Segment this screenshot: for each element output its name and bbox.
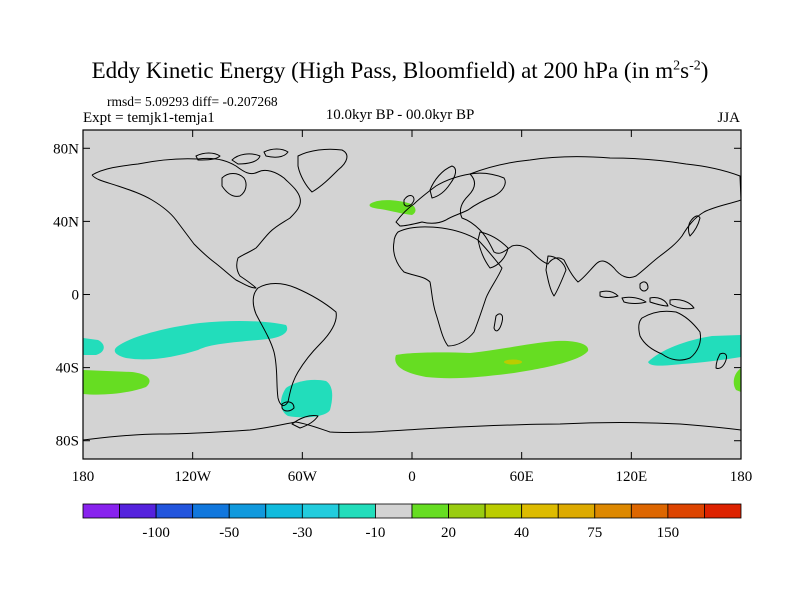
coastlines xyxy=(83,148,741,441)
colorbar-swatch xyxy=(667,503,705,519)
x-tick-label: 120E xyxy=(615,469,647,485)
season-label: JJA xyxy=(717,110,740,126)
colorbar-label: -100 xyxy=(142,525,170,541)
coastline-australia xyxy=(638,310,701,361)
colorbar-label: 150 xyxy=(657,525,680,541)
colorbar-swatch xyxy=(411,503,449,519)
colorbar-swatch xyxy=(448,503,486,519)
coastline-north-america xyxy=(91,157,301,289)
coastline-africa xyxy=(393,226,503,347)
y-tick-label: 40S xyxy=(56,361,79,377)
coastline-asia xyxy=(459,156,741,283)
colorbar-label: -10 xyxy=(365,525,385,541)
x-tick-label: 120W xyxy=(174,469,212,485)
colorbar-swatch xyxy=(192,503,230,519)
coastline-british-isles xyxy=(403,195,415,207)
x-tick-label: 180 xyxy=(730,469,753,485)
x-tick-label: 60E xyxy=(510,469,534,485)
y-axis: 80N 40N 0 40S 80S xyxy=(53,141,741,450)
colorbar-label: -30 xyxy=(292,525,312,541)
rmsd-diff-stats: rmsd= 5.09293 diff= -0.207268 xyxy=(107,94,278,109)
coastline-japan xyxy=(688,215,701,237)
coastline-india xyxy=(545,255,567,297)
y-tick-label: 0 xyxy=(72,288,80,304)
x-tick-label: 180 xyxy=(72,469,95,485)
colorbar-swatch xyxy=(265,503,303,519)
colorbar-swatch xyxy=(630,503,669,519)
colorbar-swatch xyxy=(119,503,157,519)
colorbar-swatch xyxy=(228,503,267,519)
coastline-madagascar xyxy=(493,313,503,332)
plot-title: Eddy Kinetic Energy (High Pass, Bloomfie… xyxy=(91,58,709,83)
colorbar-swatch xyxy=(557,503,596,519)
region-south-indian-ocean-max xyxy=(504,359,522,365)
region-far-pacific-positive xyxy=(733,368,741,392)
x-tick-label: 60W xyxy=(288,469,318,485)
colorbar-swatch xyxy=(594,503,632,519)
y-tick-label: 80S xyxy=(56,434,79,450)
colorbar-label: -50 xyxy=(219,525,239,541)
colorbar-label: 75 xyxy=(587,525,602,541)
colorbar-label: 40 xyxy=(514,525,529,541)
colorbar-swatch xyxy=(301,503,340,519)
colorbar-swatch xyxy=(484,503,523,519)
x-axis: 180 120W 60W 0 60E 120E 180 xyxy=(72,130,753,485)
region-south-indian-ocean-positive xyxy=(395,340,589,379)
period-label: 10.0kyr BP - 00.0kyr BP xyxy=(325,107,475,123)
coastline-hudson-bay xyxy=(221,173,247,197)
colorbar: -100 -50 -30 -10 20 40 75 150 xyxy=(82,503,742,541)
colorbar-swatch xyxy=(155,503,194,519)
experiment-label: Expt = temjk1-temja1 xyxy=(83,110,215,126)
coastline-arabia xyxy=(477,231,509,269)
region-south-pacific-negative-band xyxy=(114,320,288,360)
coastline-south-america xyxy=(252,283,337,406)
coastline-southeast-asia-islands xyxy=(599,281,695,310)
colorbar-swatch xyxy=(521,503,559,519)
coastline-arctic-islands xyxy=(195,148,289,165)
region-southwest-pacific-negative-edge xyxy=(83,338,104,355)
coastline-tierra-del-fuego xyxy=(281,401,295,412)
colorbar-swatch xyxy=(338,503,376,519)
y-tick-label: 80N xyxy=(53,141,79,157)
colorbar-label: 20 xyxy=(441,525,456,541)
coastline-new-zealand xyxy=(715,352,727,369)
x-tick-label: 0 xyxy=(408,469,416,485)
coastline-europe xyxy=(395,172,506,227)
coastline-greenland xyxy=(297,148,348,193)
map-background xyxy=(83,130,741,459)
coastline-scandinavia xyxy=(429,165,457,199)
colorbar-swatch xyxy=(82,503,120,519)
coastline-antarctic-peninsula xyxy=(291,415,319,429)
coastline-antarctica xyxy=(83,421,741,441)
y-tick-label: 40N xyxy=(53,214,79,230)
region-south-pacific-positive xyxy=(83,370,150,395)
colorbar-swatch xyxy=(704,503,742,519)
colorbar-swatch xyxy=(375,503,413,519)
